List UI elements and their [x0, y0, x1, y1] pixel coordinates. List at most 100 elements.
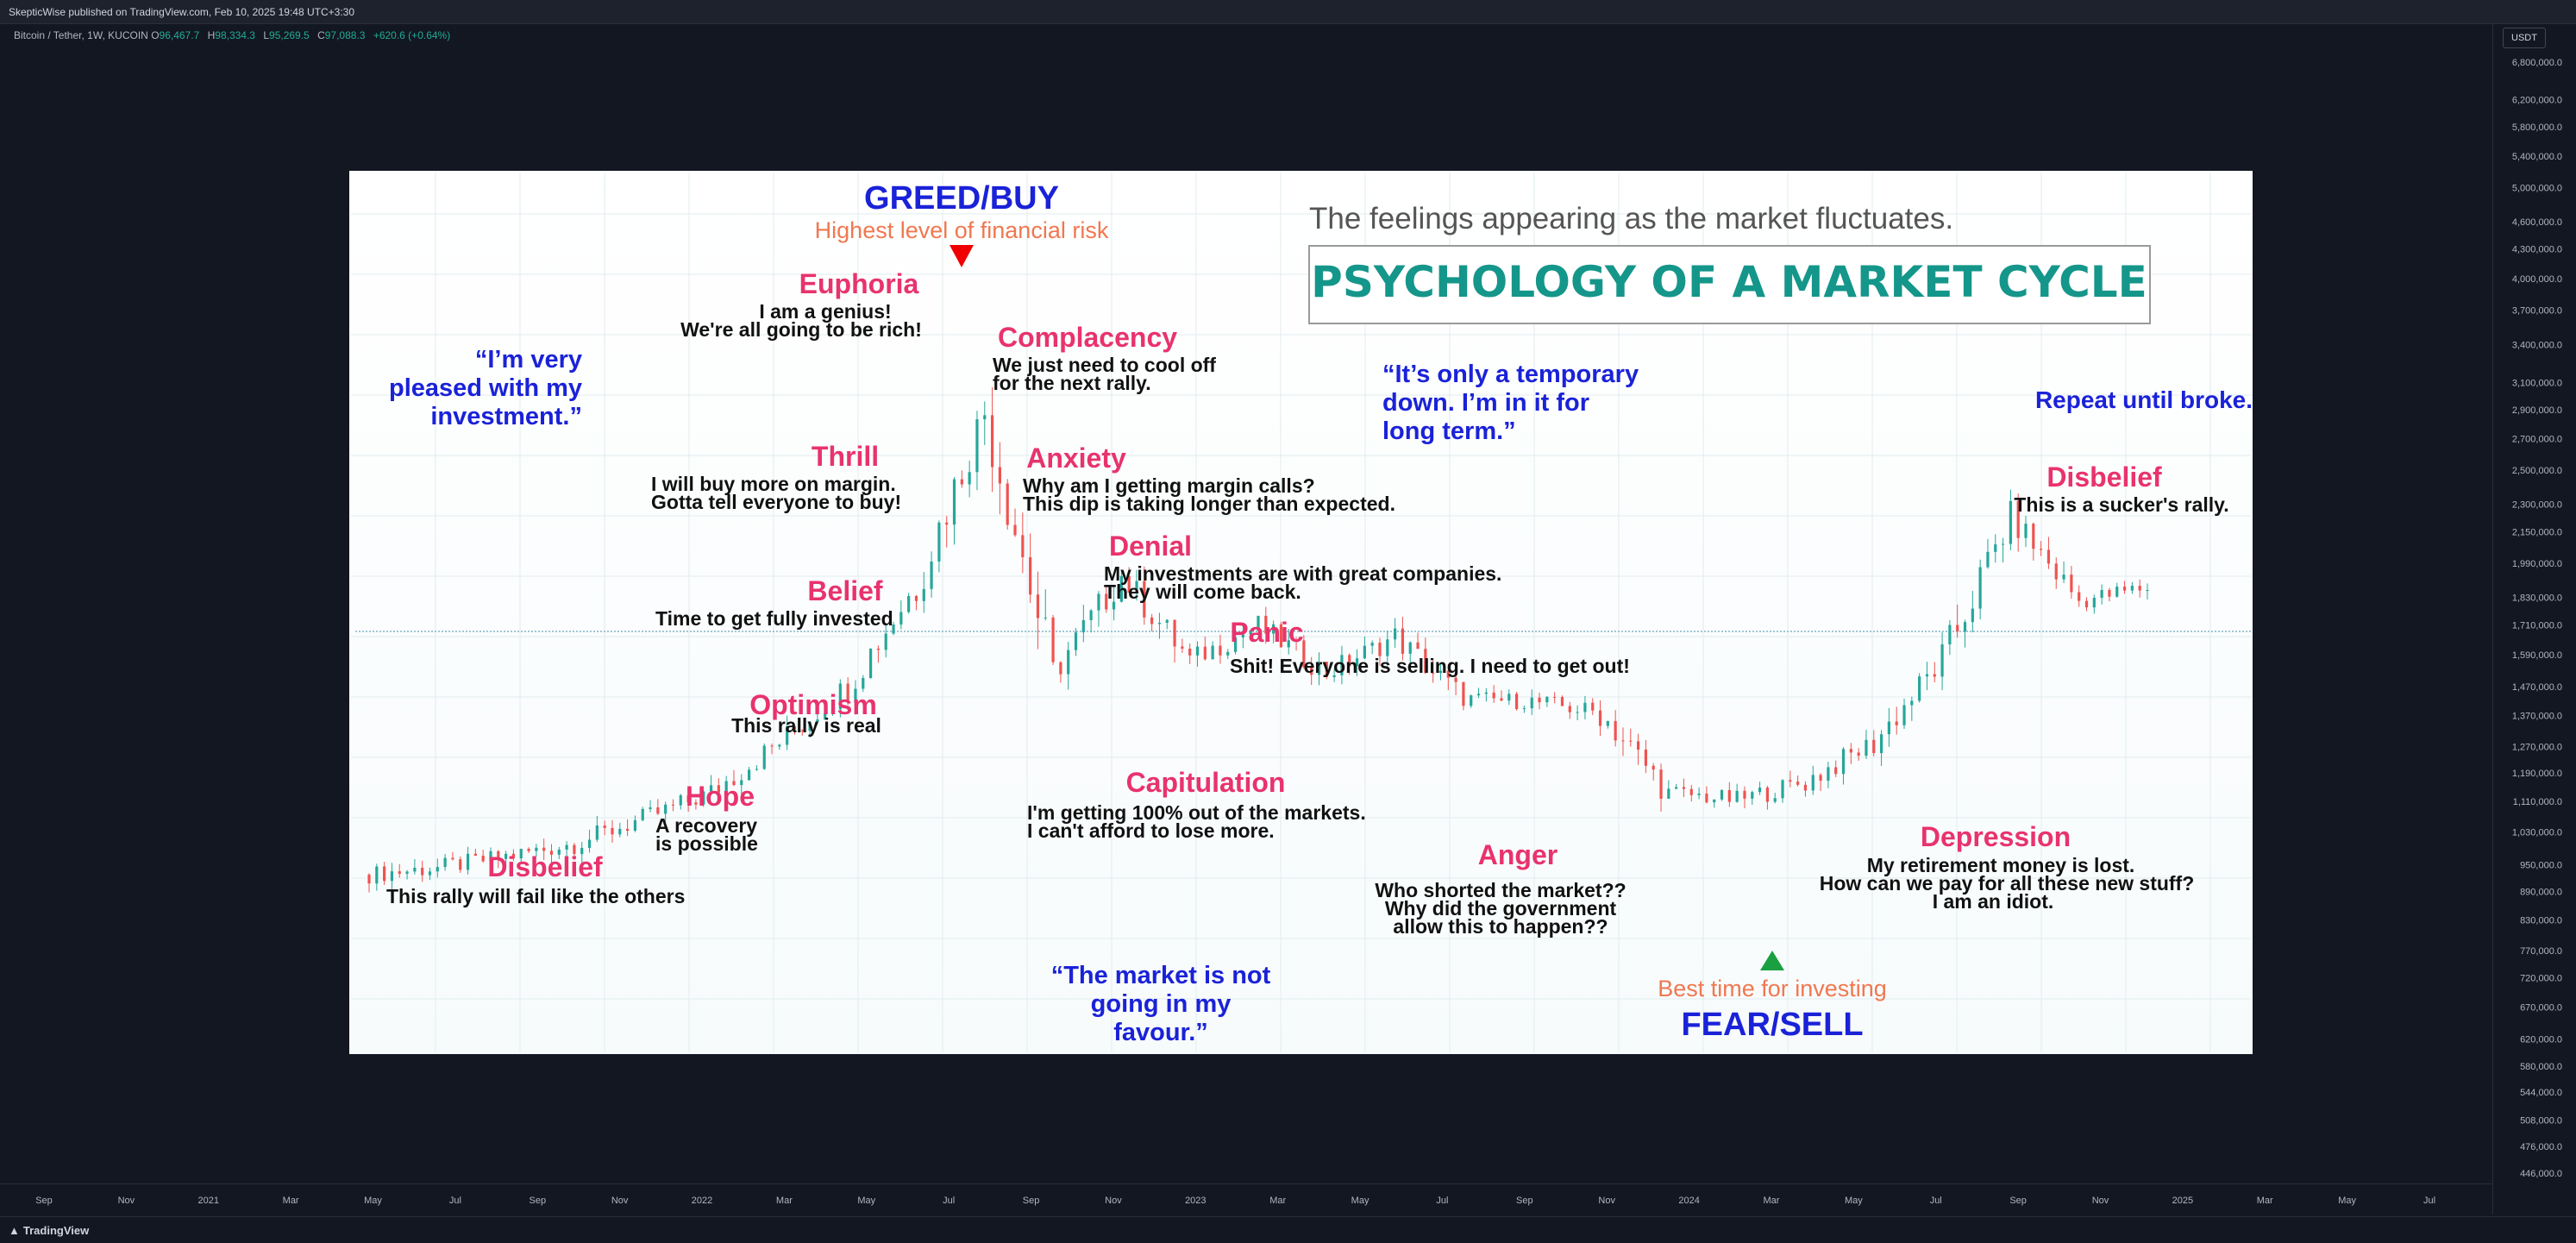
price-tick-label: 1,110,000.0 — [2513, 797, 2562, 807]
stage-panic: Panic Shit! Everyone is selling. I need … — [1230, 617, 1630, 677]
candle-body — [618, 828, 622, 835]
price-tick-label: 1,590,000.0 — [2512, 650, 2562, 661]
candle-body — [1872, 739, 1876, 754]
candle-body — [1522, 708, 1526, 710]
candle-body — [1553, 696, 1557, 698]
panel-grid — [351, 173, 2251, 1052]
stage-complacency-name: Complacency — [998, 322, 1177, 353]
candle-body — [1059, 662, 1062, 675]
candle-body — [1963, 622, 1967, 632]
stage-depression-text-2: How can we pay for all these new stuff? — [1820, 872, 2195, 895]
candle-body — [603, 825, 606, 828]
candle-body — [1332, 675, 1336, 677]
close-value: 97,088.3 — [324, 29, 366, 41]
price-tick-label: 2,500,000.0 — [2512, 466, 2562, 476]
price-tick-label: 2,300,000.0 — [2512, 499, 2562, 510]
candle-body — [489, 851, 492, 862]
time-tick-label: Nov — [611, 1196, 629, 1206]
candle-body — [1743, 790, 1746, 799]
price-tick-label: 4,600,000.0 — [2512, 217, 2562, 228]
candle-body — [830, 709, 835, 713]
stage-anxiety-name: Anxiety — [1026, 443, 1126, 474]
candle-body — [527, 848, 530, 851]
price-tick-label: 770,000.0 — [2520, 946, 2562, 957]
candle-body — [383, 866, 386, 882]
stage-optimism: Optimism This rally is real — [731, 689, 881, 737]
time-axis[interactable]: Sep Nov 2021 Mar May Jul Sep Nov 2022 Mar May Jul Se… — [0, 1183, 2492, 1217]
top-bar: SkepticWise published on TradingView.com… — [0, 0, 2576, 24]
candle-body — [1470, 695, 1473, 706]
candle-body — [1720, 789, 1724, 800]
candle-body — [1416, 642, 1420, 650]
price-tick-label: 890,000.0 — [2520, 887, 2562, 897]
time-tick-label: 2021 — [198, 1196, 219, 1206]
candle-body — [717, 785, 720, 793]
stage-anger-text-2: Why did the government — [1385, 897, 1617, 920]
tradingview-logo[interactable]: ▲ TradingView — [9, 1224, 89, 1237]
quote-3-line-3: favour.” — [1113, 1019, 1208, 1046]
candle-body — [1621, 740, 1625, 742]
candle-body — [892, 624, 895, 634]
candle-body — [1545, 696, 1549, 703]
candle-body — [998, 467, 1001, 484]
candle-body — [1165, 619, 1169, 623]
stage-disbelief-2-text: This is a sucker's rally. — [2014, 493, 2228, 516]
candle-body — [808, 722, 812, 731]
candle-body — [1363, 645, 1366, 659]
candle-body — [1796, 782, 1800, 785]
candle-body — [390, 871, 394, 882]
candle-body — [1758, 788, 1762, 793]
candle-body — [1051, 617, 1055, 662]
candle-body — [1173, 619, 1176, 647]
stage-complacency-text-1: We just need to cool off — [993, 354, 1216, 376]
candle-body — [1484, 692, 1488, 694]
candle-body — [1021, 535, 1025, 558]
candle-body — [1181, 646, 1184, 649]
symbol-name[interactable]: Bitcoin / Tether, 1W, KUCOIN — [14, 29, 148, 41]
candle-body — [968, 472, 971, 485]
symbol-legend: Bitcoin / Tether, 1W, KUCOIN O96,467.7 H… — [14, 29, 455, 41]
price-tick-label: 1,030,000.0 — [2512, 827, 2562, 838]
currency-button[interactable]: USDT — [2503, 28, 2546, 48]
candle-body — [709, 785, 713, 792]
candle-body — [1735, 790, 1739, 802]
candle-body — [1127, 575, 1131, 593]
candle-body — [1029, 557, 1032, 595]
price-tick-label: 2,700,000.0 — [2512, 435, 2562, 445]
time-tick-label: May — [364, 1196, 382, 1206]
stage-disbelief-2: Disbelief This is a sucker's rally. — [2014, 461, 2228, 516]
candle-body — [990, 415, 994, 468]
candle-body — [1492, 692, 1495, 699]
price-tick-label: 5,800,000.0 — [2512, 122, 2562, 133]
candle-body — [786, 725, 789, 745]
candle-body — [1841, 749, 1846, 775]
bottom-bar: ▲ TradingView — [0, 1216, 2576, 1243]
candle-body — [1629, 740, 1633, 742]
candle-body — [1659, 769, 1663, 799]
price-tick-label: 1,990,000.0 — [2512, 559, 2562, 569]
price-tick-label: 6,200,000.0 — [2512, 96, 2562, 106]
stage-anger-text-3: allow this to happen?? — [1393, 915, 1608, 938]
chart-subtitle: The feelings appearing as the market flu… — [1309, 202, 1953, 235]
candle-body — [1956, 625, 1959, 632]
price-tick-label: 2,150,000.0 — [2512, 527, 2562, 537]
stage-denial-text-1: My investments are with great companies. — [1104, 562, 1501, 585]
candle-body — [1887, 721, 1890, 735]
time-tick-label: Nov — [2092, 1196, 2109, 1206]
chart-area[interactable]: The feelings appearing as the market flu… — [0, 24, 2492, 1197]
candle-body — [1013, 524, 1017, 536]
candle-body — [854, 688, 857, 703]
stage-complacency: Complacency We just need to cool off for… — [993, 322, 1216, 394]
stage-belief-text: Time to get fully invested — [655, 607, 893, 630]
candle-body — [505, 853, 508, 859]
candle-body — [519, 848, 523, 859]
candle-body — [930, 561, 933, 589]
candle-body — [1355, 658, 1359, 667]
price-axis[interactable]: 6,800,000.0 6,200,000.0 5,800,000.0 5,400,0… — [2492, 24, 2576, 1215]
candle-body — [511, 853, 516, 859]
candle-body — [1446, 670, 1450, 678]
stage-hope-text-1: A recovery — [655, 814, 757, 837]
candle-body — [1340, 655, 1344, 675]
candle-body — [1925, 674, 1929, 677]
sell-arrow-icon — [950, 245, 974, 267]
